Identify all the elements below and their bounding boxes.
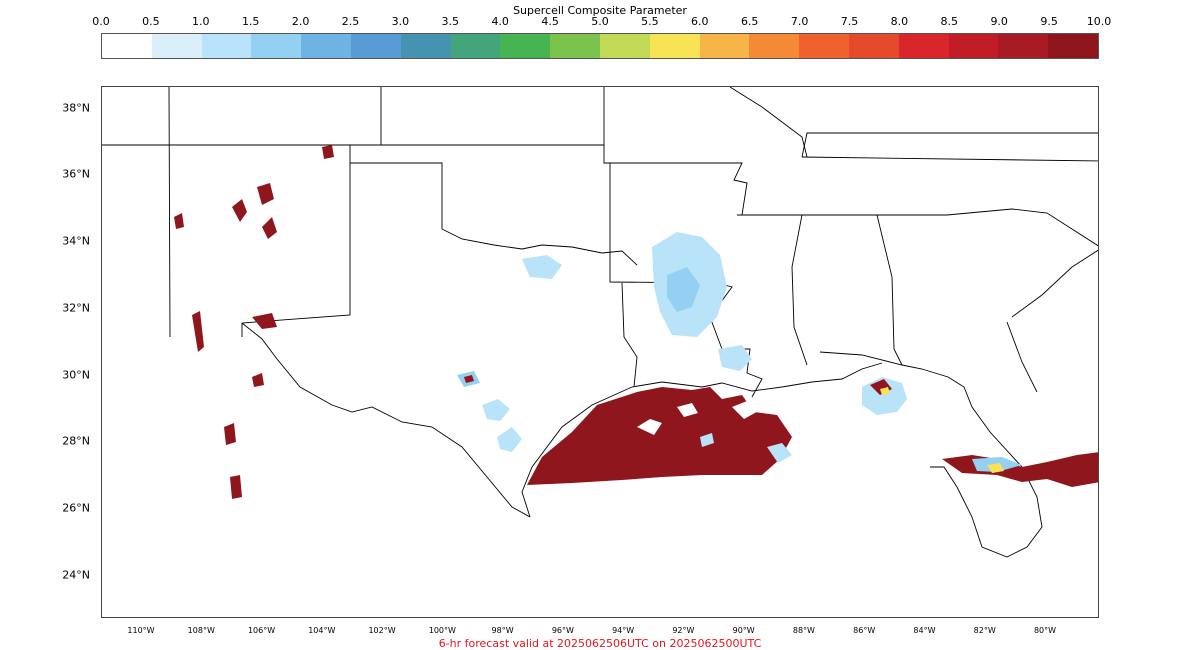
colorbar-cell: [102, 34, 152, 58]
colorbar-tick-label: 8.5: [940, 15, 959, 28]
colorbar-cell: [500, 34, 551, 58]
longitude-label: 98°W: [491, 626, 514, 635]
colorbar-tick-label: 7.0: [790, 15, 809, 28]
colorbar-cell: [699, 34, 750, 58]
colorbar-tick-label: 5.0: [591, 15, 609, 28]
colorbar-cell: [948, 34, 999, 58]
longitude-label: 102°W: [368, 626, 396, 635]
colorbar-cell: [799, 34, 849, 58]
colorbar-tick-label: 9.5: [1040, 15, 1058, 28]
colorbar-tick-label: 10.0: [1086, 15, 1112, 28]
colorbar-tick-label: 0.0: [92, 15, 110, 28]
latitude-label: 24°N: [62, 568, 90, 582]
longitude-label: 80°W: [1033, 626, 1057, 635]
colorbar-cell: [350, 34, 401, 58]
colorbar-tick-label: 1.0: [192, 15, 210, 28]
longitude-label: 82°W: [973, 626, 996, 635]
map-footer: 6-hr forecast valid at 2025062506UTC on …: [438, 637, 762, 650]
colorbar-cell: [848, 34, 899, 58]
colorbar-cell: [151, 34, 202, 58]
colorbar-tick-labels: 0.0 0.5 1.0 1.5 2.0 2.5 3.0 3.5 4.0 4.5 5.0 5.5 6.0 6…: [0, 15, 1200, 29]
longitude-label: 108°W: [187, 626, 215, 635]
colorbar-title: Supercell Composite Parameter: [513, 4, 687, 17]
longitude-label: 106°W: [247, 626, 276, 635]
latitude-label: 38°N: [62, 101, 90, 115]
colorbar-tick-label: 8.0: [890, 15, 909, 28]
latitude-label: 34°N: [62, 234, 90, 248]
colorbar-tick-label: 1.5: [241, 15, 260, 28]
colorbar-tick-label: 6.5: [740, 15, 759, 28]
colorbar-cell: [599, 34, 650, 58]
colorbar-tick-label: 3.0: [391, 15, 410, 28]
colorbar-cell: [550, 34, 600, 58]
colorbar-tick-label: 3.5: [441, 15, 460, 28]
longitude-label: 100°W: [428, 626, 456, 635]
colorbar-cell: [898, 34, 949, 58]
colorbar-tick-label: 0.5: [142, 15, 160, 28]
longitude-label: 86°W: [853, 626, 876, 635]
colorbar-tick-label: 2.0: [291, 15, 310, 28]
longitude-label: 96°W: [551, 626, 574, 635]
longitude-label: 90°W: [732, 626, 755, 635]
colorbar-cell: [450, 34, 501, 58]
colorbar-tick-label: 4.5: [541, 15, 559, 28]
scp-field: [174, 145, 1098, 499]
latitude-label: 26°N: [62, 501, 90, 515]
map-panel: [101, 86, 1099, 618]
longitude-label: 88°W: [792, 626, 815, 635]
longitude-label: 92°W: [672, 626, 695, 635]
colorbar-cell: [201, 34, 252, 58]
colorbar-cell: [1048, 34, 1098, 58]
longitude-label: 110°W: [127, 626, 155, 635]
longitude-label: 84°W: [913, 626, 936, 635]
colorbar-cell: [301, 34, 351, 58]
latitude-label: 32°N: [62, 301, 90, 315]
longitude-label: 104°W: [308, 626, 336, 635]
colorbar-cell: [749, 34, 800, 58]
latitude-label: 28°N: [62, 434, 90, 448]
map-canvas: [102, 87, 1098, 558]
colorbar-tick-label: 4.0: [491, 15, 509, 28]
colorbar-cell: [649, 34, 700, 58]
colorbar-tick-label: 5.5: [641, 15, 659, 28]
colorbar-tick-label: 2.5: [341, 15, 360, 28]
state-borders: [102, 87, 1098, 558]
colorbar-cell: [400, 34, 451, 58]
latitude-label: 30°N: [62, 368, 90, 381]
colorbar-tick-label: 9.0: [990, 15, 1008, 28]
longitude-label: 94°W: [612, 626, 635, 635]
colorbar-tick-label: 6.0: [691, 15, 709, 28]
colorbar-cell: [998, 34, 1049, 58]
colorbar-cell: [251, 34, 302, 58]
colorbar: [101, 33, 1099, 59]
colorbar-tick-label: 7.5: [840, 15, 859, 28]
latitude-label: 36°N: [62, 167, 90, 181]
